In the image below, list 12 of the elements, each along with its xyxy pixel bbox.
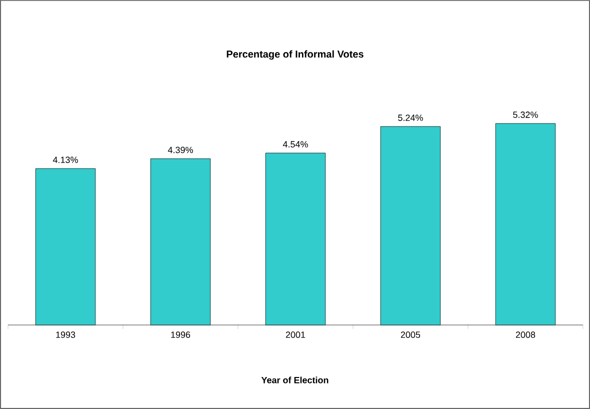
- data-label: 4.54%: [282, 141, 308, 148]
- x-tick-label: 2001: [286, 332, 306, 338]
- x-axis-title: Year of Election: [261, 376, 328, 384]
- data-label: 5.32%: [513, 112, 538, 118]
- x-tick-label: 2008: [516, 332, 536, 338]
- data-label: 4.13%: [52, 156, 78, 164]
- chart-title: Percentage of Informal Votes: [226, 50, 364, 60]
- data-label: 5.24%: [398, 114, 423, 121]
- data-label: 4.39%: [168, 146, 193, 154]
- x-tick-label: 1996: [171, 332, 190, 338]
- x-tick-label: 1993: [56, 332, 76, 338]
- x-tick-label: 2005: [400, 332, 420, 338]
